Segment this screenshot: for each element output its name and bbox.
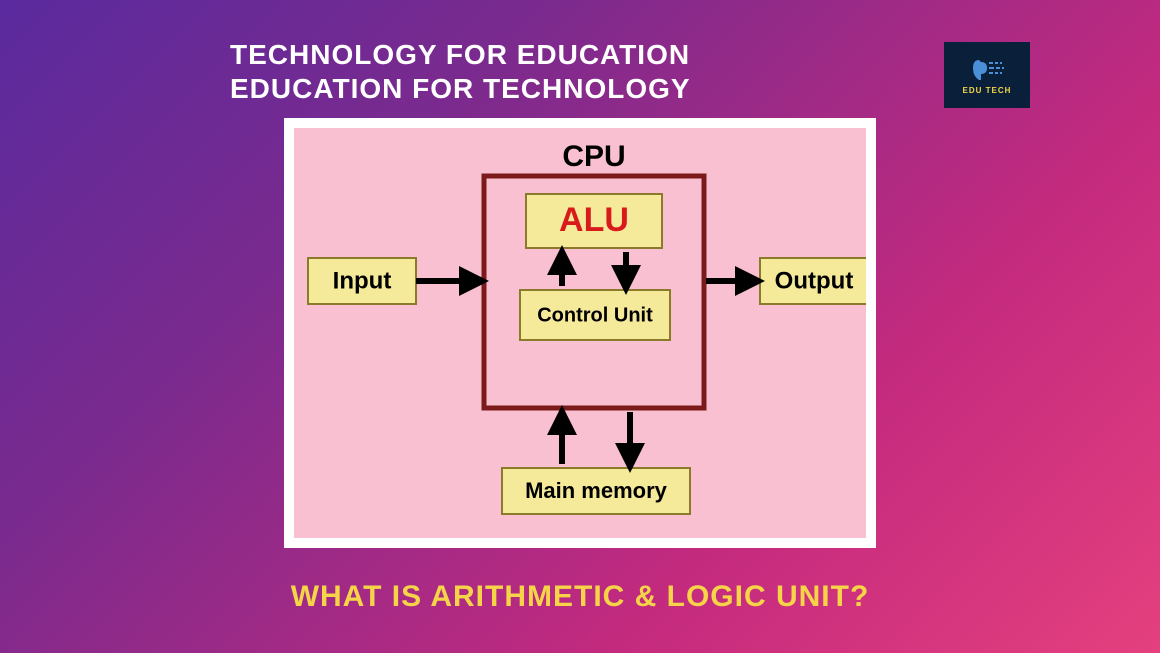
diagram-frame: CPU Input Output ALU Control Unit Main memory bbox=[284, 118, 876, 548]
svg-text:Input: Input bbox=[333, 267, 392, 294]
svg-text:Control Unit: Control Unit bbox=[537, 304, 653, 326]
header-line1: TECHNOLOGY FOR EDUCATION bbox=[230, 38, 691, 72]
cpu-diagram: CPU Input Output ALU Control Unit Main memory bbox=[294, 128, 866, 538]
svg-text:Main memory: Main memory bbox=[525, 478, 668, 503]
head-icon bbox=[967, 56, 1007, 84]
svg-text:CPU: CPU bbox=[562, 140, 625, 173]
header-line2: EDUCATION FOR TECHNOLOGY bbox=[230, 72, 691, 106]
svg-text:Output: Output bbox=[775, 267, 854, 294]
subtitle: WHAT IS ARITHMETIC & LOGIC UNIT? bbox=[0, 580, 1160, 614]
edu-tech-logo: EDU TECH bbox=[944, 42, 1030, 108]
svg-text:ALU: ALU bbox=[559, 201, 629, 239]
logo-text: EDU TECH bbox=[963, 86, 1012, 95]
header-block: TECHNOLOGY FOR EDUCATION EDUCATION FOR T… bbox=[230, 38, 691, 105]
